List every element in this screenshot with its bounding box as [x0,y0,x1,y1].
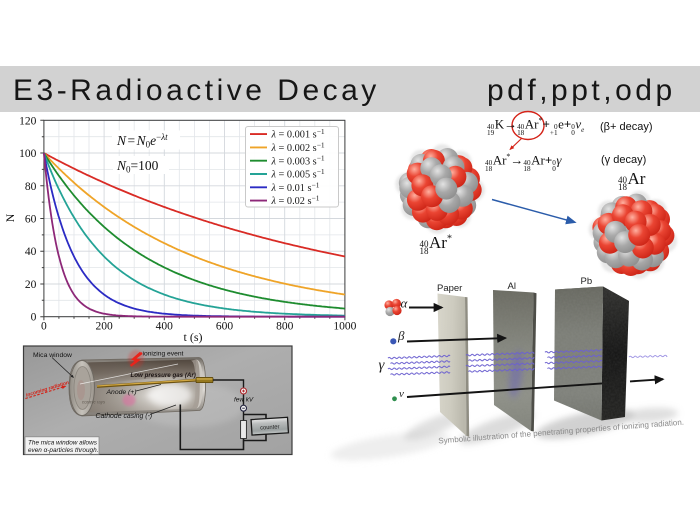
svg-text:Anode (+): Anode (+) [106,389,137,396]
svg-text:few kV: few kV [234,397,254,404]
svg-text:800: 800 [276,321,294,333]
svg-text:ionizing event: ionizing event [143,350,184,357]
svg-text:100: 100 [19,148,37,160]
svg-text:200: 200 [95,321,113,333]
svg-text:even α-particles through.: even α-particles through. [28,447,98,454]
svg-text:80: 80 [25,181,37,193]
svg-text:counter: counter [260,424,280,431]
svg-text:0: 0 [31,312,37,324]
svg-text:t (s): t (s) [184,330,203,344]
svg-text:0: 0 [41,321,47,333]
svg-text:λ = 0.01 s−1: λ = 0.01 s−1 [271,180,320,194]
svg-text:20: 20 [25,279,37,291]
svg-text:Pb: Pb [581,276,593,287]
svg-text:λ = 0.002 s−1: λ = 0.002 s−1 [271,140,325,154]
svg-text:λ = 0.005 s−1: λ = 0.005 s−1 [271,167,325,181]
svg-text:λ = 0.003 s−1: λ = 0.003 s−1 [271,154,325,168]
svg-text:N: N [3,213,17,222]
svg-text:N0=100: N0=100 [116,158,159,175]
svg-text:60: 60 [25,214,37,226]
svg-text:400: 400 [156,321,174,333]
svg-text:40: 40 [25,246,37,258]
svg-text:λ = 0.02 s−1: λ = 0.02 s−1 [271,194,320,208]
svg-text:120: 120 [19,115,37,127]
svg-text:ν: ν [399,388,404,400]
svg-text:β: β [397,328,405,343]
svg-text:The mica window allows: The mica window allows [28,439,98,446]
svg-text:α: α [401,296,409,311]
svg-text:Al: Al [508,281,516,292]
svg-text:Mica window: Mica window [33,352,72,359]
svg-text:N=N0e−λt: N = N0e−λt [116,132,168,150]
svg-text:1000: 1000 [333,321,356,333]
svg-text:Low pressure gas (Ar): Low pressure gas (Ar) [131,372,196,379]
svg-text:Cathode casing (-): Cathode casing (-) [96,413,153,420]
svg-text:γ: γ [379,358,386,374]
svg-text:λ = 0.001 s−1: λ = 0.001 s−1 [271,127,325,141]
svg-text:cosmic rays: cosmic rays [82,400,106,405]
svg-text:Paper: Paper [437,283,462,294]
svg-text:600: 600 [216,321,234,333]
